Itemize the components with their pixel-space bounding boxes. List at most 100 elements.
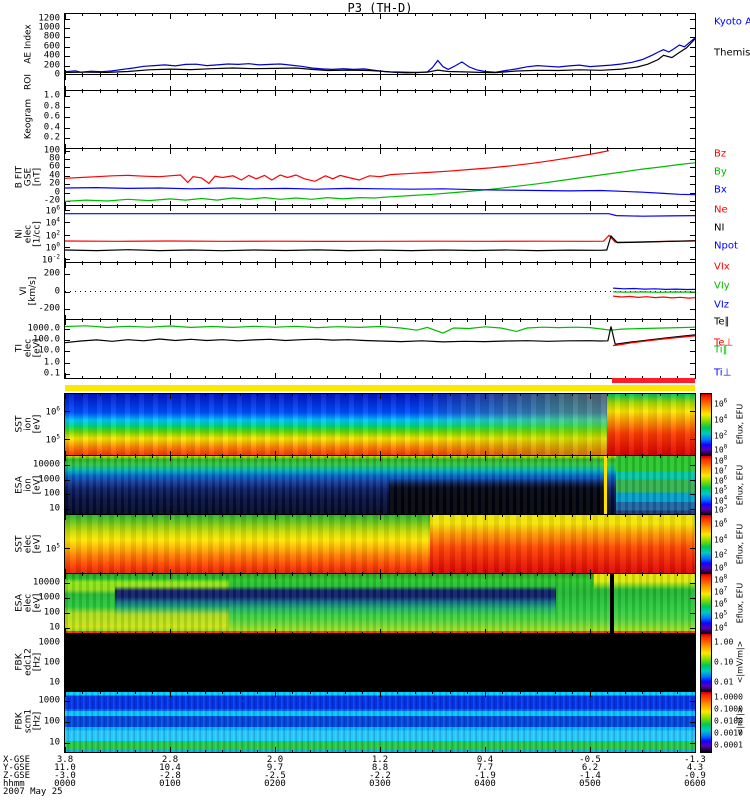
x-tick xyxy=(169,373,171,378)
y-tick xyxy=(690,127,695,129)
x-tick xyxy=(309,206,311,208)
x-tick xyxy=(292,394,293,396)
x-tick xyxy=(362,515,363,517)
x-tick xyxy=(117,515,118,517)
x-tick xyxy=(397,515,398,517)
x-tick xyxy=(344,91,346,93)
series-plot-ti xyxy=(65,325,695,347)
x-tick xyxy=(362,14,363,16)
x-tick xyxy=(239,263,241,265)
x-tick xyxy=(589,569,591,574)
x-tick xyxy=(187,456,188,458)
x-tick xyxy=(362,149,363,151)
colorbar-tick-label: 100 xyxy=(714,443,728,455)
x-tick xyxy=(694,144,695,149)
x-tick xyxy=(362,456,363,458)
x-tick xyxy=(554,634,556,636)
x-tick xyxy=(502,750,503,752)
series-ne xyxy=(65,234,695,243)
x-tick xyxy=(309,376,311,378)
y-tick xyxy=(690,106,695,108)
x-tick xyxy=(537,515,538,517)
y-tick-label: 0 xyxy=(54,69,60,80)
y-tick xyxy=(65,234,70,236)
panel-ylabel-fbk_scm: FBK scm1 [Hz] xyxy=(0,691,58,751)
x-tick xyxy=(344,394,346,396)
x-tick xyxy=(187,750,188,752)
x-tick xyxy=(344,692,346,694)
x-tick xyxy=(554,376,556,378)
x-tick xyxy=(187,263,188,265)
x-tick xyxy=(309,634,311,636)
x-tick xyxy=(169,263,171,268)
y-tick xyxy=(690,598,695,599)
x-tick xyxy=(344,320,346,322)
x-tick xyxy=(414,206,416,208)
y-tick-label: 0 xyxy=(54,187,60,198)
x-tick xyxy=(274,373,276,378)
x-tick xyxy=(432,515,433,517)
x-tick xyxy=(484,14,486,19)
x-tick xyxy=(187,320,188,322)
x-tick xyxy=(677,14,678,16)
x-tick xyxy=(99,394,101,396)
x-tick xyxy=(152,263,153,265)
x-tick xyxy=(187,574,188,576)
x-tick xyxy=(642,206,643,208)
x-tick xyxy=(274,634,276,639)
y-tick-label: 10 xyxy=(49,677,60,688)
x-tick xyxy=(414,320,416,322)
x-tick xyxy=(379,574,381,579)
y-tick xyxy=(690,464,695,466)
y-tick-label: 600 xyxy=(43,41,60,52)
right-label-viy: VIy xyxy=(714,280,730,292)
x-tick xyxy=(169,149,171,154)
colorbar-tick-label: 105 xyxy=(714,609,728,621)
x-tick xyxy=(239,692,241,694)
colorbar-tick-label: 0.0100 xyxy=(714,716,743,726)
x-tick xyxy=(467,263,468,265)
x-tick xyxy=(449,634,451,636)
x-tick xyxy=(589,315,591,320)
x-tick xyxy=(309,394,311,396)
ephemeris-column-0200: 2.0 9.7 -2.5 0200 xyxy=(264,755,286,789)
x-tick xyxy=(65,629,66,634)
x-tick xyxy=(449,692,451,694)
series-viz xyxy=(613,287,695,291)
x-tick xyxy=(502,14,503,16)
x-tick xyxy=(642,634,643,636)
x-tick xyxy=(134,263,136,265)
x-tick xyxy=(274,91,276,96)
y-tick xyxy=(65,722,70,723)
x-tick xyxy=(344,634,346,636)
x-tick xyxy=(82,634,83,636)
colorbar-tick-label: 102 xyxy=(714,548,728,560)
series-npot xyxy=(65,213,695,217)
y-tick-label: 10 xyxy=(49,503,60,514)
y-tick xyxy=(690,374,695,376)
y-tick-label: 106 xyxy=(45,204,60,217)
x-tick xyxy=(239,206,241,208)
x-tick xyxy=(519,515,521,517)
x-tick xyxy=(432,263,433,265)
x-tick xyxy=(449,394,451,396)
x-tick xyxy=(624,376,626,378)
y-tick-label: 105 xyxy=(45,542,60,555)
x-tick xyxy=(467,206,468,208)
x-tick xyxy=(607,750,608,752)
colorbar-tick-label: 0.0001 xyxy=(714,740,743,750)
x-tick xyxy=(607,394,608,396)
x-tick xyxy=(467,456,468,458)
x-tick xyxy=(309,692,311,694)
panel-ylabel-vi: VI [km/s] xyxy=(0,262,58,319)
y-tick xyxy=(690,548,695,550)
x-tick xyxy=(239,75,241,77)
panel-fbk_scm xyxy=(64,691,696,753)
x-tick xyxy=(327,750,328,752)
x-tick xyxy=(99,456,101,458)
x-tick xyxy=(659,206,661,208)
x-tick xyxy=(152,394,153,396)
x-tick xyxy=(134,206,136,208)
series-plot-bfit xyxy=(65,150,695,202)
x-tick xyxy=(449,376,451,378)
